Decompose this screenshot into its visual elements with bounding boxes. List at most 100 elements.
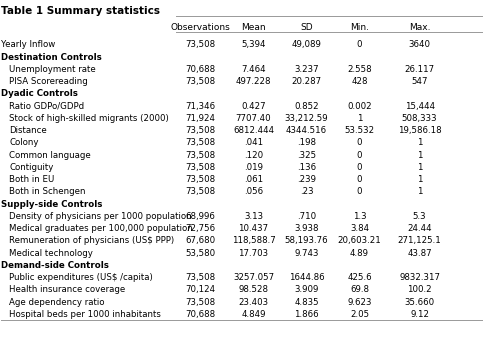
Text: .710: .710 <box>297 212 316 221</box>
Text: 69.8: 69.8 <box>350 285 369 294</box>
Text: 4.849: 4.849 <box>242 310 266 319</box>
Text: 58,193.76: 58,193.76 <box>284 236 328 245</box>
Text: 497.228: 497.228 <box>236 77 271 86</box>
Text: 73,508: 73,508 <box>185 298 215 307</box>
Text: Table 1 Summary statistics: Table 1 Summary statistics <box>0 6 160 16</box>
Text: 6812.444: 6812.444 <box>233 126 274 135</box>
Text: .239: .239 <box>297 175 316 184</box>
Text: 1.3: 1.3 <box>353 212 366 221</box>
Text: 23.403: 23.403 <box>239 298 269 307</box>
Text: Min.: Min. <box>350 23 369 31</box>
Text: 547: 547 <box>412 77 428 86</box>
Text: 1.866: 1.866 <box>294 310 319 319</box>
Text: 3.938: 3.938 <box>294 224 319 233</box>
Text: 100.2: 100.2 <box>407 285 432 294</box>
Text: 0.427: 0.427 <box>241 101 266 111</box>
Text: 425.6: 425.6 <box>347 273 372 282</box>
Text: 2.558: 2.558 <box>347 65 372 74</box>
Text: 73,508: 73,508 <box>185 187 215 196</box>
Text: 4.89: 4.89 <box>350 249 369 257</box>
Text: Colony: Colony <box>9 138 39 147</box>
Text: 73,508: 73,508 <box>185 138 215 147</box>
Text: 20.287: 20.287 <box>291 77 322 86</box>
Text: SD: SD <box>300 23 313 31</box>
Text: 5.3: 5.3 <box>413 212 426 221</box>
Text: Max.: Max. <box>409 23 430 31</box>
Text: .198: .198 <box>297 138 316 147</box>
Text: 3257.057: 3257.057 <box>233 273 274 282</box>
Text: 7.464: 7.464 <box>241 65 266 74</box>
Text: 35.660: 35.660 <box>405 298 435 307</box>
Text: 7707.40: 7707.40 <box>236 114 271 123</box>
Text: 33,212.59: 33,212.59 <box>284 114 328 123</box>
Text: 3.909: 3.909 <box>294 285 319 294</box>
Text: 73,508: 73,508 <box>185 175 215 184</box>
Text: 271,125.1: 271,125.1 <box>398 236 441 245</box>
Text: 2.05: 2.05 <box>350 310 369 319</box>
Text: Medical technology: Medical technology <box>9 249 93 257</box>
Text: PISA Scorereading: PISA Scorereading <box>9 77 88 86</box>
Text: Common language: Common language <box>9 151 91 159</box>
Text: 19,586.18: 19,586.18 <box>398 126 441 135</box>
Text: 68,996: 68,996 <box>185 212 215 221</box>
Text: 72,756: 72,756 <box>185 224 215 233</box>
Text: Ratio GDPo/GDPd: Ratio GDPo/GDPd <box>9 101 85 111</box>
Text: Health insurance coverage: Health insurance coverage <box>9 285 126 294</box>
Text: 73,508: 73,508 <box>185 40 215 49</box>
Text: .23: .23 <box>300 187 313 196</box>
Text: 20,603.21: 20,603.21 <box>338 236 382 245</box>
Text: 1: 1 <box>417 163 423 172</box>
Text: 67,680: 67,680 <box>185 236 215 245</box>
Text: 73,508: 73,508 <box>185 163 215 172</box>
Text: 1: 1 <box>417 175 423 184</box>
Text: 73,508: 73,508 <box>185 77 215 86</box>
Text: 24.44: 24.44 <box>407 224 432 233</box>
Text: 1644.86: 1644.86 <box>289 273 324 282</box>
Text: Medical graduates per 100,000 population: Medical graduates per 100,000 population <box>9 224 193 233</box>
Text: 49,089: 49,089 <box>292 40 322 49</box>
Text: Distance: Distance <box>9 126 47 135</box>
Text: Public expenditures (US$ /capita): Public expenditures (US$ /capita) <box>9 273 153 282</box>
Text: 70,688: 70,688 <box>185 65 215 74</box>
Text: 4344.516: 4344.516 <box>286 126 327 135</box>
Text: 73,508: 73,508 <box>185 151 215 159</box>
Text: .019: .019 <box>244 163 263 172</box>
Text: Both in EU: Both in EU <box>9 175 55 184</box>
Text: Stock of high-skilled migrants (2000): Stock of high-skilled migrants (2000) <box>9 114 169 123</box>
Text: 0: 0 <box>357 163 362 172</box>
Text: 98.528: 98.528 <box>239 285 269 294</box>
Text: 3.84: 3.84 <box>350 224 369 233</box>
Text: .056: .056 <box>244 187 263 196</box>
Text: Contiguity: Contiguity <box>9 163 54 172</box>
Text: 73,508: 73,508 <box>185 126 215 135</box>
Text: Both in Schengen: Both in Schengen <box>9 187 86 196</box>
Text: 1: 1 <box>357 114 362 123</box>
Text: 10.437: 10.437 <box>239 224 269 233</box>
Text: 26.117: 26.117 <box>405 65 435 74</box>
Text: .120: .120 <box>244 151 263 159</box>
Text: 3.237: 3.237 <box>294 65 319 74</box>
Text: Remuneration of physicians (US$ PPP): Remuneration of physicians (US$ PPP) <box>9 236 174 245</box>
Text: Observations: Observations <box>170 23 230 31</box>
Text: Density of physicians per 1000 population: Density of physicians per 1000 populatio… <box>9 212 192 221</box>
Text: 0: 0 <box>357 175 362 184</box>
Text: .325: .325 <box>297 151 316 159</box>
Text: 428: 428 <box>351 77 368 86</box>
Text: 9832.317: 9832.317 <box>399 273 440 282</box>
Text: 71,924: 71,924 <box>185 114 215 123</box>
Text: 15,444: 15,444 <box>405 101 435 111</box>
Text: 0.002: 0.002 <box>347 101 372 111</box>
Text: 3.13: 3.13 <box>244 212 263 221</box>
Text: .061: .061 <box>244 175 263 184</box>
Text: Destination Controls: Destination Controls <box>0 53 101 62</box>
Text: 1: 1 <box>417 138 423 147</box>
Text: 70,124: 70,124 <box>185 285 215 294</box>
Text: 0: 0 <box>357 187 362 196</box>
Text: 0.852: 0.852 <box>294 101 319 111</box>
Text: .136: .136 <box>297 163 316 172</box>
Text: 53.532: 53.532 <box>344 126 374 135</box>
Text: 73,508: 73,508 <box>185 273 215 282</box>
Text: 0: 0 <box>357 40 362 49</box>
Text: 71,346: 71,346 <box>185 101 215 111</box>
Text: Mean: Mean <box>241 23 266 31</box>
